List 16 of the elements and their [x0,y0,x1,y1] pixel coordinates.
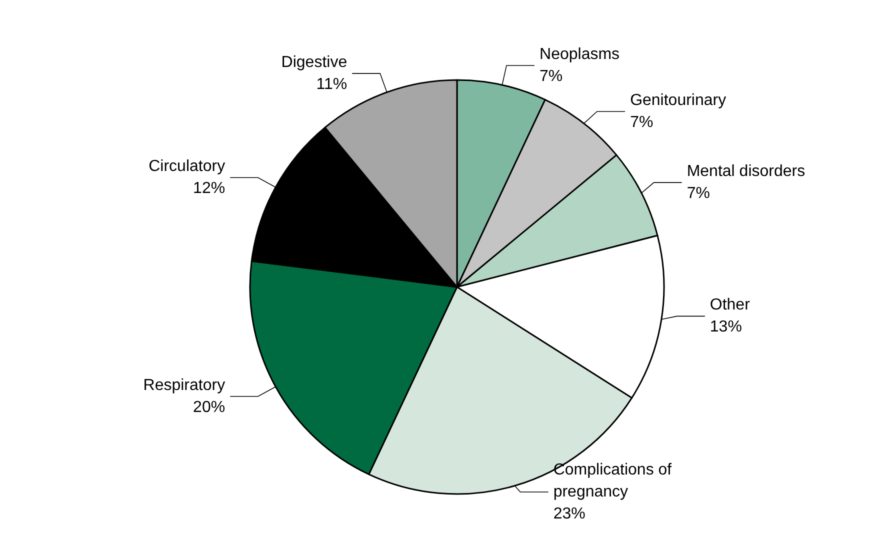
slice-label: Digestive [281,54,348,71]
data-label: 12% [193,180,226,198]
data-label: 11% [316,76,348,93]
data-label: 7% [540,68,563,85]
slice-label: Other [710,296,751,314]
data-label: 23% [553,506,586,522]
data-label: 13% [710,318,742,336]
data-label: 7% [630,114,654,131]
data-label: 20% [193,398,226,416]
data-label: 7% [686,185,710,202]
slice-label: Circulatory [148,158,226,176]
slice-label: Mental disorders [686,163,806,180]
slice-label: Respiratory [143,376,226,394]
slice-label: Neoplasms [540,46,620,63]
slice-label: Complications of pregnancy [553,462,672,500]
slice-label: Genitourinary [630,92,726,109]
